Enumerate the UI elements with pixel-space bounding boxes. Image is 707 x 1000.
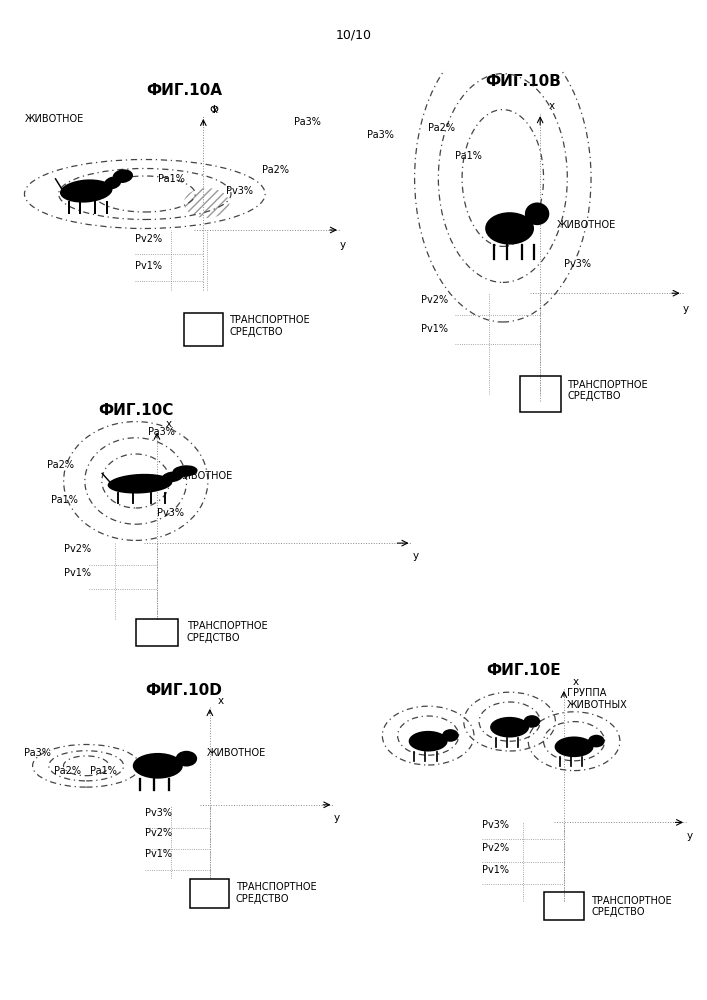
Text: ФИГ.10D: ФИГ.10D — [146, 683, 222, 698]
Text: Pv3%: Pv3% — [145, 808, 172, 818]
Text: Pv3%: Pv3% — [482, 820, 510, 830]
Ellipse shape — [173, 465, 197, 477]
Ellipse shape — [442, 729, 459, 742]
Text: Pv2%: Pv2% — [135, 234, 162, 244]
Text: ТРАНСПОРТНОЕ
СРЕДСТВО: ТРАНСПОРТНОЕ СРЕДСТВО — [236, 882, 317, 904]
Ellipse shape — [554, 736, 594, 757]
Text: Pa3%: Pa3% — [25, 748, 52, 758]
Text: Pa1%: Pa1% — [90, 766, 117, 776]
Text: ФИГ.10E: ФИГ.10E — [486, 663, 561, 678]
Text: y: y — [686, 831, 693, 841]
Text: Pa2%: Pa2% — [428, 123, 455, 133]
Text: Pa3%: Pa3% — [148, 427, 175, 437]
Text: ФИГ.10С: ФИГ.10С — [98, 403, 173, 418]
Text: ФИГ.10А: ФИГ.10А — [146, 83, 222, 98]
Text: Ф: Ф — [210, 105, 219, 115]
Text: ЖИВОТНОЕ: ЖИВОТНОЕ — [174, 471, 233, 481]
Bar — [136, 619, 178, 646]
Ellipse shape — [107, 474, 173, 494]
Text: Pv1%: Pv1% — [421, 324, 448, 334]
Text: ФИГ.10В: ФИГ.10В — [485, 74, 561, 89]
Text: Pv3%: Pv3% — [157, 508, 184, 518]
Ellipse shape — [523, 715, 540, 728]
Text: Pv1%: Pv1% — [64, 568, 90, 578]
Text: Pa3%: Pa3% — [367, 130, 394, 140]
Ellipse shape — [112, 169, 133, 183]
Ellipse shape — [162, 471, 183, 482]
Text: Pa2%: Pa2% — [262, 165, 289, 175]
Ellipse shape — [525, 202, 549, 225]
Text: Pa2%: Pa2% — [54, 766, 81, 776]
Text: Pv2%: Pv2% — [64, 543, 90, 553]
Ellipse shape — [409, 731, 448, 752]
Text: x: x — [165, 419, 172, 429]
Text: x: x — [211, 105, 218, 115]
Bar — [520, 376, 561, 412]
Text: Pv3%: Pv3% — [564, 259, 591, 269]
Ellipse shape — [133, 753, 183, 779]
Text: ГРУППА
ЖИВОТНЫХ: ГРУППА ЖИВОТНЫХ — [567, 688, 628, 710]
Text: Pv1%: Pv1% — [482, 865, 510, 875]
Bar — [184, 312, 223, 346]
Ellipse shape — [588, 735, 604, 747]
Text: x: x — [218, 696, 224, 706]
Text: Pv2%: Pv2% — [145, 828, 172, 838]
Text: Pv2%: Pv2% — [482, 843, 510, 853]
Ellipse shape — [176, 751, 197, 767]
Text: Pa2%: Pa2% — [47, 460, 74, 470]
Text: Pv3%: Pv3% — [226, 186, 253, 196]
Text: Pv2%: Pv2% — [421, 295, 448, 305]
Text: Pv1%: Pv1% — [135, 261, 162, 271]
Text: y: y — [683, 304, 689, 314]
Ellipse shape — [60, 179, 112, 203]
Bar — [544, 892, 584, 920]
Text: ТРАНСПОРТНОЕ
СРЕДСТВО: ТРАНСПОРТНОЕ СРЕДСТВО — [229, 315, 310, 337]
Text: x: x — [549, 101, 555, 111]
Text: Pa1%: Pa1% — [51, 495, 78, 505]
Text: ЖИВОТНОЕ: ЖИВОТНОЕ — [557, 220, 617, 230]
Text: Pa3%: Pa3% — [294, 117, 321, 127]
Text: ЖИВОТНОЕ: ЖИВОТНОЕ — [206, 748, 266, 758]
Text: 10/10: 10/10 — [336, 28, 371, 41]
Ellipse shape — [485, 212, 534, 245]
Text: Pa1%: Pa1% — [158, 174, 185, 184]
Text: ТРАНСПОРТНОЕ
СРЕДСТВО: ТРАНСПОРТНОЕ СРЕДСТВО — [591, 896, 672, 917]
Text: Pa1%: Pa1% — [455, 151, 482, 161]
Text: y: y — [340, 240, 346, 250]
Ellipse shape — [104, 177, 121, 189]
Text: x: x — [573, 677, 578, 687]
Text: ТРАНСПОРТНОЕ
СРЕДСТВО: ТРАНСПОРТНОЕ СРЕДСТВО — [187, 621, 267, 643]
Text: y: y — [334, 813, 340, 823]
Text: y: y — [413, 551, 419, 561]
Text: ТРАНСПОРТНОЕ
СРЕДСТВО: ТРАНСПОРТНОЕ СРЕДСТВО — [567, 380, 648, 401]
Text: Pv1%: Pv1% — [145, 849, 172, 859]
Bar — [190, 879, 229, 908]
Text: ЖИВОТНОЕ: ЖИВОТНОЕ — [25, 114, 83, 124]
Ellipse shape — [490, 717, 529, 738]
